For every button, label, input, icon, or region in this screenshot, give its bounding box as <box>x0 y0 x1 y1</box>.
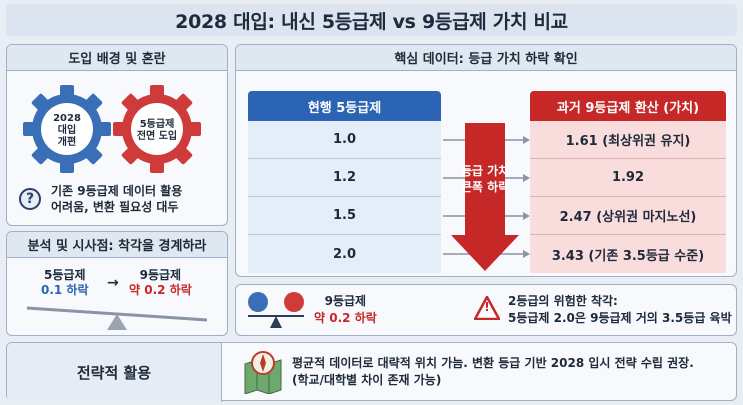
analysis-panel: 분석 및 시사점: 착각을 경계하라 5등급제 0.1 하락 → 9등급제 약 … <box>6 231 228 336</box>
connector-arrows <box>443 123 530 271</box>
table-row-nine: 3.43 (기존 3.5등급 수준) <box>530 235 726 273</box>
analysis-heading: 분석 및 시사점: 착각을 경계하라 <box>7 232 227 258</box>
warning-icon <box>474 296 500 320</box>
strategy-line-2: (학교/대학별 차이 존재 가능) <box>292 373 442 387</box>
note-line-2: 어려움, 변환 필요성 대두 <box>51 200 179 214</box>
blue-gear-icon <box>23 85 111 173</box>
strategy-heading: 전략적 활용 <box>7 343 222 402</box>
red-gear-icon <box>113 85 201 173</box>
alert-text: 5등급제 2.0은 9등급제 거의 3.5등급 육박 <box>508 311 732 325</box>
table-row-five: 1.2 <box>248 159 441 197</box>
red-gear-label: 5등급제 전면 도입 <box>136 119 178 142</box>
five-grade-header: 현행 5등급제 <box>248 91 441 121</box>
page-title: 2028 대입: 내신 5등급제 vs 9등급제 가치 비교 <box>175 10 568 33</box>
arrow-label: 등급 가치 큰폭 하락 <box>460 164 510 194</box>
note-line-1: 기존 9등급제 데이터 활용 <box>51 184 183 198</box>
core-heading: 핵심 데이터: 등급 가치 하락 확인 <box>236 45 736 71</box>
table-row-nine: 2.47 (상위권 마지노선) <box>530 197 726 235</box>
down-arrow-icon <box>451 123 519 271</box>
table-row-five: 2.0 <box>248 235 441 273</box>
table-row-five: 1.0 <box>248 121 441 159</box>
question-icon: ? <box>19 188 41 210</box>
title-bar: 2028 대입: 내신 5등급제 vs 9등급제 가치 비교 <box>6 4 737 36</box>
table-row-nine: 1.92 <box>530 159 726 197</box>
background-heading: 도입 배경 및 혼란 <box>7 45 227 71</box>
balance-scale-icon <box>26 306 208 330</box>
analysis-right-title: 9등급제 <box>139 268 182 282</box>
analysis-right-value: 약 0.2 하락 <box>129 283 192 297</box>
core-data-panel: 핵심 데이터: 등급 가치 하락 확인 현행 5등급제 과거 9등급제 환산 (… <box>235 44 737 277</box>
gears-illustration <box>23 85 201 173</box>
arrow-right-icon: → <box>107 275 119 291</box>
nine-grade-header: 과거 9등급제 환산 (가치) <box>530 91 726 121</box>
warning-panel: 9등급제 약 0.2 하락 ! 2등급의 위험한 착각: 5등급제 2.0은 9… <box>235 284 737 336</box>
analysis-left-value: 0.1 하락 <box>41 283 89 297</box>
table-row-nine: 1.61 (최상위권 유지) <box>530 121 726 159</box>
strategy-line-1: 평균적 데이터로 대략적 위치 가늠. 변환 등급 기반 2028 입시 전략 … <box>292 356 694 370</box>
background-note: ? 기존 9등급제 데이터 활용 어려움, 변환 필요성 대두 <box>19 183 182 215</box>
alert-title: 2등급의 위험한 착각: <box>508 294 618 308</box>
background-panel: 도입 배경 및 혼란 <box>6 44 228 226</box>
warning-symbol: ! <box>484 300 490 314</box>
blue-gear-label: 2028 대입 개편 <box>53 113 81 148</box>
table-row-five: 1.5 <box>248 197 441 235</box>
scale-title: 9등급제 <box>324 294 367 308</box>
balance-scale-icon <box>248 292 304 328</box>
scale-value: 약 0.2 하락 <box>314 311 377 325</box>
analysis-left-title: 5등급제 <box>44 268 86 282</box>
strategy-panel: 전략적 활용 평균적 데이터로 대략적 위치 가늠. 변환 등급 기반 2028… <box>6 342 737 402</box>
map-compass-icon <box>244 351 282 394</box>
